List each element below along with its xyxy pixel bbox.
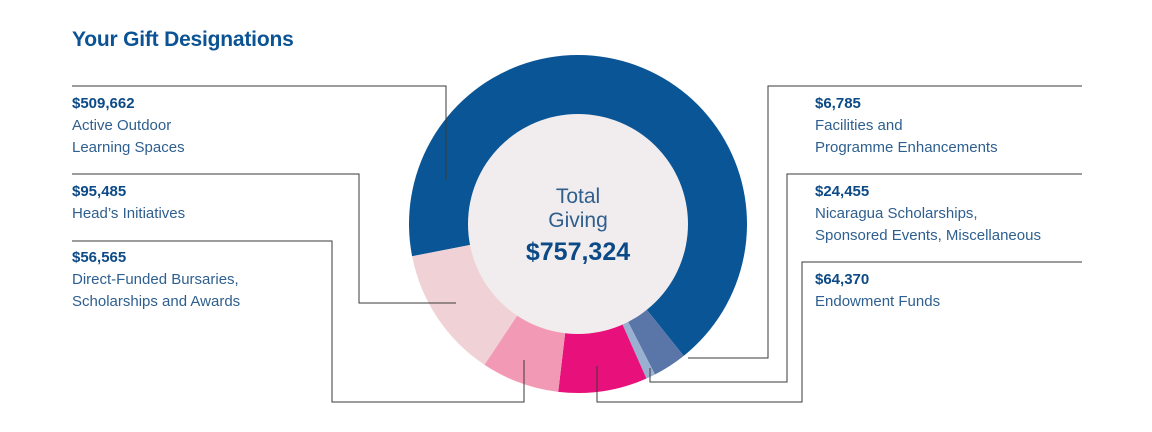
slice-label-line: Scholarships and Awards xyxy=(72,293,241,310)
slice-amount: $509,662 xyxy=(72,95,135,112)
label-bursaries: $56,565 Direct-Funded Bursaries, Scholar… xyxy=(72,247,402,313)
center-disc xyxy=(468,114,688,334)
leader-line xyxy=(72,173,456,304)
center-total: $757,324 xyxy=(526,238,630,266)
label-nicaragua: $24,455 Nicaragua Scholarships, Sponsore… xyxy=(815,181,1145,247)
slice-amount: $64,370 xyxy=(815,271,870,288)
slice-amount: $24,455 xyxy=(815,183,870,200)
slice-label-line: Active Outdoor xyxy=(72,117,172,134)
leader-line xyxy=(72,240,525,403)
slice-label-line: Facilities and xyxy=(815,117,903,134)
slice-amount: $56,565 xyxy=(72,249,127,266)
slice-label-line: Nicaragua Scholarships, xyxy=(815,205,978,222)
label-facilities: $6,785 Facilities and Programme Enhancem… xyxy=(815,93,1145,159)
slice-amount: $95,485 xyxy=(72,183,127,200)
slice-label-line: Programme Enhancements xyxy=(815,139,998,156)
label-endowment: $64,370 Endowment Funds xyxy=(815,269,1145,313)
label-active-outdoor: $509,662 Active Outdoor Learning Spaces xyxy=(72,93,402,159)
leader-line xyxy=(596,261,1082,403)
slice-label-line: Learning Spaces xyxy=(72,139,185,156)
leader-line xyxy=(688,85,1082,359)
slice-label-line: Sponsored Events, Miscellaneous xyxy=(815,227,1041,244)
center-label-line2: Giving xyxy=(548,209,608,232)
slice-label-line: Direct-Funded Bursaries, xyxy=(72,271,239,288)
label-heads-initiatives: $95,485 Head’s Initiatives xyxy=(72,181,402,225)
page-title: Your Gift Designations xyxy=(72,28,294,51)
leader-line xyxy=(649,173,1082,383)
slice-amount: $6,785 xyxy=(815,95,861,112)
slice-label-line: Endowment Funds xyxy=(815,293,941,310)
slice-label-line: Head’s Initiatives xyxy=(72,205,186,222)
leader-line xyxy=(72,85,447,180)
center-label-line1: Total xyxy=(556,185,600,208)
